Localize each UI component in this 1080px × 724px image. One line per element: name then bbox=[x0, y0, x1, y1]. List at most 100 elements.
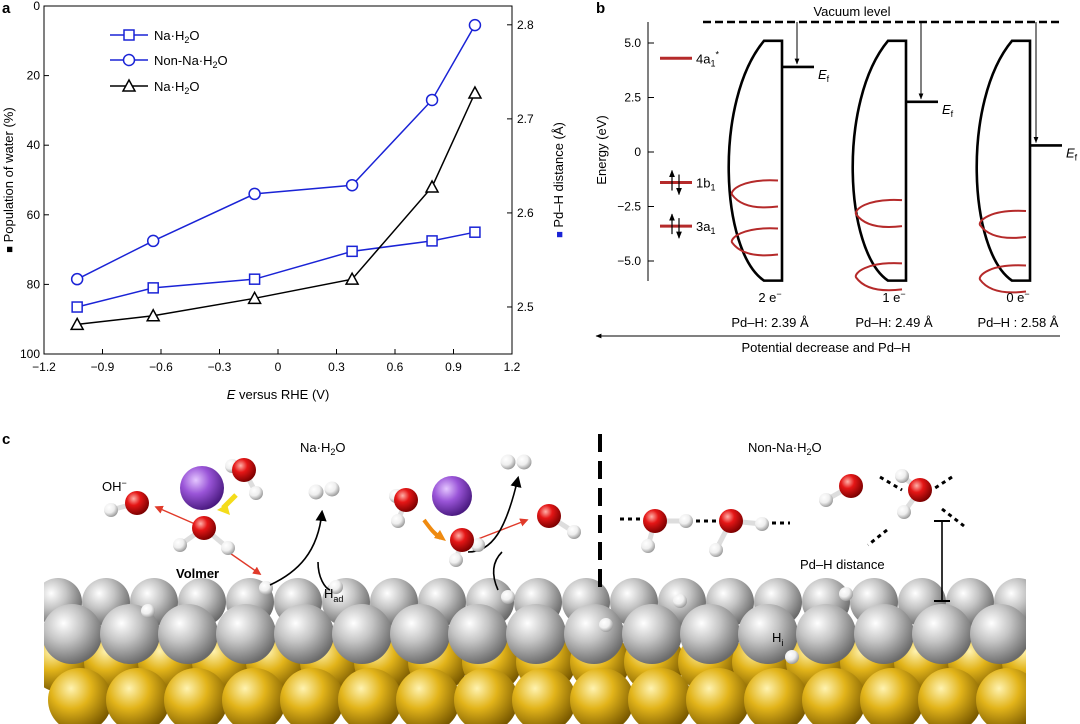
h-atom bbox=[221, 541, 235, 555]
x-tick-label: −0.9 bbox=[91, 360, 115, 374]
o-atom bbox=[394, 488, 418, 512]
slab-edge-mask bbox=[1026, 570, 1080, 724]
chart-a-x-ticks: −1.2 −0.9 −0.6 −0.3 0 0.3 0.6 0.9 1.2 bbox=[32, 349, 521, 374]
au-atom bbox=[106, 668, 170, 724]
x-tick-label: −0.6 bbox=[149, 360, 173, 374]
data-point-square bbox=[426, 235, 438, 247]
pd-atom bbox=[274, 604, 334, 664]
data-point-circle bbox=[345, 178, 359, 192]
au-atom bbox=[802, 668, 866, 724]
h-atom bbox=[567, 525, 581, 539]
panel-c: c Na·H2O Non-Na·H2O OH− Volmer Had Pd–H … bbox=[0, 431, 1080, 724]
right-y-tick-label: 2.5 bbox=[517, 300, 534, 314]
energy-tick-label: −5.0 bbox=[617, 254, 641, 268]
h-atom bbox=[173, 538, 187, 552]
pd-atom bbox=[42, 604, 102, 664]
chart-a-left-y-ticks: 0 20 40 60 80 100 bbox=[20, 0, 49, 361]
h-atom bbox=[673, 594, 687, 608]
au-atom bbox=[222, 668, 286, 724]
o-atom bbox=[719, 509, 743, 533]
h-atom bbox=[897, 505, 911, 519]
h-atom bbox=[324, 481, 340, 497]
hydrogen-bonds bbox=[620, 475, 965, 547]
chart-a-left-y-axis-label: ■ Population of water (%) bbox=[1, 107, 16, 252]
chart-a-x-axis-label: E versus RHE (V) bbox=[227, 387, 330, 402]
orbital-label: 4a1* bbox=[696, 49, 719, 68]
pd-d-band-curve bbox=[978, 209, 1027, 239]
h-atom bbox=[501, 590, 515, 604]
fermi-level-label: Ef bbox=[818, 67, 830, 84]
data-point-square bbox=[469, 226, 481, 238]
energy-tick-label: 5.0 bbox=[624, 36, 641, 50]
pd-atom bbox=[796, 604, 856, 664]
pd-atom bbox=[100, 604, 160, 664]
h-atom bbox=[785, 650, 799, 664]
chart-a-frame bbox=[43, 5, 513, 355]
data-point-circle bbox=[425, 93, 439, 107]
pd-dos-shape bbox=[975, 39, 1032, 282]
pd-atom bbox=[216, 604, 276, 664]
right-y-tick-label: 2.8 bbox=[517, 18, 534, 32]
data-point-circle bbox=[70, 272, 84, 286]
data-point-triangle bbox=[247, 290, 262, 305]
energy-tick-label: −2.5 bbox=[617, 200, 641, 214]
h-atom bbox=[819, 493, 833, 507]
right-y-tick-label: 2.6 bbox=[517, 206, 534, 220]
data-point-circle bbox=[146, 234, 160, 248]
h-ad-pointer bbox=[317, 561, 331, 591]
h-from-surface-arrow bbox=[492, 551, 503, 591]
pd-atom bbox=[390, 604, 450, 664]
data-point-square bbox=[248, 273, 261, 285]
h-atom bbox=[141, 604, 155, 618]
legend-label-circle: Non-Na·H2O bbox=[154, 53, 228, 70]
pdh-distance-value: Pd–H : 2.58 Å bbox=[978, 315, 1059, 330]
h-atom bbox=[679, 514, 693, 528]
data-point-triangle bbox=[344, 271, 360, 285]
data-point-square bbox=[147, 282, 159, 294]
data-point-square bbox=[346, 245, 358, 258]
h-atom bbox=[104, 503, 118, 517]
data-point-square bbox=[71, 301, 83, 313]
energy-axis-label: Energy (eV) bbox=[594, 115, 609, 184]
orbital-label: 3a1 bbox=[696, 219, 715, 236]
orbital-label: 1b1 bbox=[696, 176, 715, 193]
x-tick-label: −0.3 bbox=[208, 360, 232, 374]
energy-tick-label: 0 bbox=[634, 145, 641, 159]
pd-atom bbox=[622, 604, 682, 664]
h-ad-label: Had bbox=[324, 586, 343, 604]
pd-atom bbox=[506, 604, 566, 664]
left-y-tick-label: 60 bbox=[27, 208, 41, 222]
au-atom bbox=[860, 668, 924, 724]
pd-d-band-curve bbox=[730, 227, 779, 257]
data-point-triangle bbox=[145, 308, 161, 322]
x-tick-label: 0.9 bbox=[445, 360, 462, 374]
au-atom bbox=[338, 668, 402, 724]
energy-tick-label: 2.5 bbox=[624, 91, 641, 105]
au-atom bbox=[512, 668, 576, 724]
pd-atom bbox=[158, 604, 218, 664]
au-atom bbox=[744, 668, 808, 724]
svg-text:■ Pd–H distance (Å): ■ Pd–H distance (Å) bbox=[551, 122, 566, 238]
h-i-label: Hi bbox=[772, 630, 783, 648]
h-atom bbox=[259, 581, 273, 595]
water-orbitals: 4a1* 1b1 3a1 bbox=[660, 49, 719, 239]
chart-a-legend: Na·H2O Non-Na·H2O Na·H2O bbox=[110, 28, 228, 96]
left-y-tick-label: 80 bbox=[27, 277, 41, 291]
h-atom bbox=[471, 538, 485, 552]
left-y-tick-label: 0 bbox=[33, 0, 40, 13]
h-atom bbox=[755, 517, 769, 531]
pdh-distance-label: Pd–H distance bbox=[800, 557, 885, 572]
series-line-circle bbox=[76, 24, 476, 280]
data-point-triangle bbox=[424, 179, 440, 193]
pd-dos-shape bbox=[851, 39, 908, 282]
na-h2o-title: Na·H2O bbox=[300, 440, 345, 457]
svg-text:Energy (eV): Energy (eV) bbox=[594, 115, 609, 184]
left-y-tick-label: 100 bbox=[20, 347, 40, 361]
electron-count-label: 1 e− bbox=[882, 289, 905, 305]
pd-slab bbox=[0, 570, 1080, 724]
x-tick-label: 0.3 bbox=[328, 360, 345, 374]
h-atom bbox=[839, 587, 853, 601]
pdh-distance-value: Pd–H: 2.39 Å bbox=[731, 315, 809, 330]
panel-a: a −1.2 −0.9 −0.6 −0.3 0 0.3 0.6 0.9 1.2 0 20 40 60 8… bbox=[1, 0, 566, 402]
fermi-level-label: Ef bbox=[942, 102, 954, 119]
